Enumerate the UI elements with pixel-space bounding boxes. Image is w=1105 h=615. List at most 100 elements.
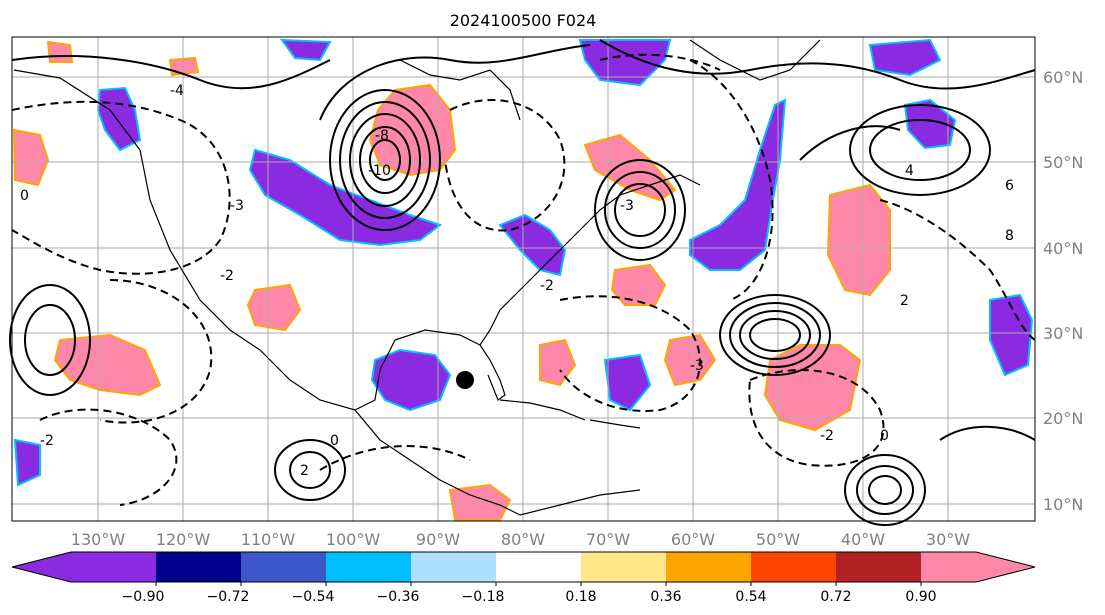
contour-low-east	[594, 159, 686, 261]
contour-label: -3	[690, 358, 704, 374]
coast-south-america	[519, 489, 641, 516]
location-marker	[456, 371, 474, 389]
shade-pos-pacific-sub	[53, 333, 162, 397]
coastlines	[13, 39, 821, 516]
shade-pos-east-central	[826, 183, 891, 297]
contour-low-east	[614, 183, 666, 237]
contour-label: 4	[905, 163, 914, 179]
colorbar-segment	[496, 552, 581, 582]
colorbar-segment	[241, 552, 326, 582]
shade-pos-bc	[168, 56, 200, 77]
lon-label: 90°W	[416, 530, 460, 549]
lat-label: 60°N	[1043, 68, 1083, 87]
contour-label: -2	[40, 433, 54, 449]
coast-florida	[479, 344, 506, 401]
lon-label: 60°W	[671, 530, 715, 549]
colorbar-segment	[836, 552, 921, 582]
contour-label: -3	[620, 198, 634, 214]
contour-dashed	[599, 53, 721, 71]
contour-low-subtropic	[739, 310, 811, 360]
contour-solid	[11, 55, 331, 90]
lat-label: 40°N	[1043, 239, 1083, 258]
contour-se-atlantic	[868, 475, 902, 505]
contour-dashed	[559, 295, 701, 412]
colorbar-tick-label: −0.72	[207, 589, 250, 605]
lon-label: 110°W	[241, 530, 296, 549]
contour-label: 2	[300, 463, 309, 479]
shade-neg-west-pacific	[13, 438, 41, 487]
coast-north-america	[13, 69, 701, 411]
shade-neg-atlantic	[689, 98, 787, 271]
lon-label: 40°W	[841, 530, 885, 549]
lon-label: 50°W	[756, 530, 800, 549]
shade-pos-nw-corner	[46, 40, 74, 63]
contour-pacific	[24, 304, 76, 376]
negative-shading	[13, 38, 1034, 487]
contour-label: -2	[540, 278, 554, 294]
colorbar-segment	[326, 552, 411, 582]
figure-title: 2024100500 F024	[450, 11, 597, 30]
colorbar-segment	[12, 552, 156, 582]
shade-pos-southwest	[246, 283, 302, 332]
shade-neg-gulf	[370, 348, 452, 412]
contour-dashed	[319, 445, 471, 471]
contour-low-center	[339, 101, 431, 219]
shade-pos-sw-atlantic	[539, 338, 577, 387]
contour-low-center	[359, 126, 411, 194]
contour-se-atlantic	[856, 465, 914, 515]
lat-label: 20°N	[1043, 409, 1083, 428]
contour-high-east	[849, 104, 991, 196]
contour-label: -10	[368, 163, 391, 179]
colorbar-tick-label: −0.36	[377, 589, 420, 605]
map-frame	[11, 36, 1036, 522]
contour-dashed	[444, 99, 566, 232]
contour-se-atlantic	[844, 454, 926, 526]
contour-mexico	[289, 451, 331, 489]
contour-low-east	[604, 171, 676, 249]
contour-dashed	[879, 199, 1036, 341]
lat-axis: 60°N 50°N 40°N 30°N 20°N 10°N	[1043, 68, 1083, 514]
contour-low-center	[349, 113, 421, 207]
colorbar-ticks	[155, 582, 922, 586]
contour-low-center	[369, 139, 401, 181]
lon-label: 70°W	[586, 530, 630, 549]
lat-label: 50°N	[1043, 153, 1083, 172]
coast-central-america	[354, 409, 521, 516]
colorbar-segment	[921, 552, 1035, 582]
contour-label: -8	[375, 128, 389, 144]
gridlines	[12, 37, 1035, 521]
positive-shading	[12, 40, 891, 521]
lon-label: 120°W	[156, 530, 211, 549]
colorbar-tick-label: −0.54	[292, 589, 335, 605]
coast-hispaniola	[589, 419, 641, 429]
shade-neg-great-lakes	[248, 148, 443, 247]
contour-label: 2	[900, 293, 909, 309]
shade-neg-east-blob	[903, 98, 957, 150]
contour-labels: -10 -8 -4 -3 -3 -2 0 0 2 4 6 8 0 2 -2 -2…	[20, 83, 1014, 479]
lon-label: 100°W	[326, 530, 381, 549]
colorbar-outline	[11, 551, 1036, 583]
shade-neg-central-atlantic	[603, 353, 652, 412]
colorbar-segment	[666, 552, 751, 582]
contour-solid	[319, 44, 591, 121]
colorbar-tick-label: −0.90	[122, 589, 165, 605]
contour-low-subtropic	[719, 294, 831, 376]
coast-hudson-bay	[399, 59, 521, 121]
shade-neg-north-east	[868, 38, 942, 77]
coast-greenland	[689, 39, 821, 81]
shade-neg-rockies	[279, 38, 332, 62]
contour-low-center	[329, 89, 441, 231]
colorbar-tick-label: 0.36	[650, 589, 681, 605]
contour-label: -3	[230, 198, 244, 214]
contour-low-subtropic	[749, 318, 801, 352]
colorbar-segment	[156, 552, 241, 582]
colorbar-tick-label: 0.18	[565, 589, 596, 605]
contour-high-east	[869, 119, 971, 181]
shade-pos-caribbean	[663, 333, 717, 387]
lon-label: 80°W	[501, 530, 545, 549]
colorbar-tick-label: 0.72	[820, 589, 851, 605]
colorbar-segment	[751, 552, 836, 582]
lon-axis: 130°W 120°W 110°W 100°W 90°W 80°W 70°W 6…	[71, 530, 970, 549]
contour-label: 8	[1005, 228, 1014, 244]
